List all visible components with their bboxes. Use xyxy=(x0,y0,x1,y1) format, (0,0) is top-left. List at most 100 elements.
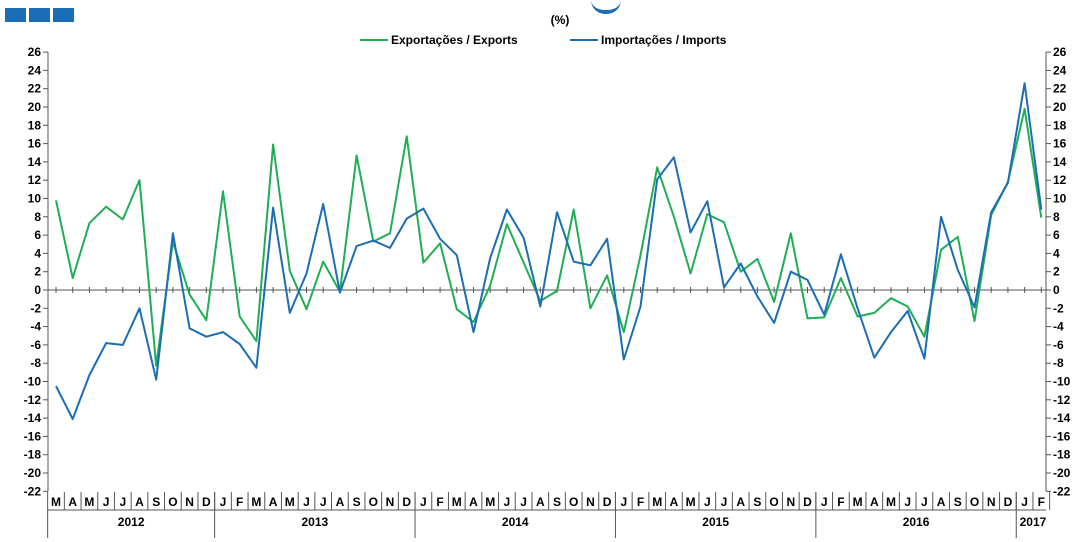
month-label: J xyxy=(1021,495,1028,509)
y-tick-label-right: -22 xyxy=(1053,484,1071,498)
y-tick-label-right: -10 xyxy=(1053,375,1071,389)
month-label: A xyxy=(135,495,144,509)
month-label: J xyxy=(921,495,928,509)
month-label: J xyxy=(704,495,711,509)
month-label: D xyxy=(402,495,411,509)
month-label: J xyxy=(303,495,310,509)
legend-label-imports: Importações / Imports xyxy=(601,33,727,47)
y-tick-label-right: 4 xyxy=(1053,246,1060,260)
month-label: J xyxy=(821,495,828,509)
y-tick-label-left: 4 xyxy=(34,246,41,260)
month-label: S xyxy=(753,495,761,509)
y-tick-label-left: -6 xyxy=(30,338,41,352)
y-tick-label-right: -6 xyxy=(1053,338,1064,352)
month-label: D xyxy=(603,495,612,509)
y-tick-label-left: 24 xyxy=(28,63,42,77)
month-label: F xyxy=(236,495,243,509)
brand-block xyxy=(5,8,26,22)
month-label: D xyxy=(202,495,211,509)
month-label: N xyxy=(386,495,395,509)
y-tick-label-left: -4 xyxy=(30,320,41,334)
month-label: M xyxy=(853,495,863,509)
month-label: M xyxy=(51,495,61,509)
month-label: M xyxy=(686,495,696,509)
y-tick-label-right: -20 xyxy=(1053,466,1071,480)
month-label: A xyxy=(269,495,278,509)
month-label: J xyxy=(220,495,227,509)
y-tick-label-right: -14 xyxy=(1053,411,1071,425)
y-tick-label-right: -18 xyxy=(1053,448,1071,462)
year-label: 2014 xyxy=(502,515,529,529)
month-label: J xyxy=(520,495,527,509)
month-label: N xyxy=(987,495,996,509)
month-label: A xyxy=(469,495,478,509)
y-tick-label-left: -14 xyxy=(24,411,42,425)
month-label: J xyxy=(420,495,427,509)
y-tick-label-right: 8 xyxy=(1053,210,1060,224)
y-tick-label-left: -16 xyxy=(24,429,42,443)
y-tick-label-left: 20 xyxy=(28,100,42,114)
y-tick-label-left: 0 xyxy=(34,283,41,297)
month-label: S xyxy=(553,495,561,509)
year-label: 2013 xyxy=(301,515,328,529)
month-label: F xyxy=(637,495,644,509)
month-label: A xyxy=(68,495,77,509)
month-label: O xyxy=(168,495,177,509)
month-label: M xyxy=(285,495,295,509)
chart-legend: Exportações / Exports Importações / Impor… xyxy=(360,33,727,47)
month-label: A xyxy=(336,495,345,509)
year-label: 2017 xyxy=(1020,515,1047,529)
month-label: J xyxy=(504,495,511,509)
month-label: O xyxy=(970,495,979,509)
y-tick-label-left: -10 xyxy=(24,375,42,389)
brand-block xyxy=(53,8,74,22)
y-tick-label-left: -2 xyxy=(30,301,41,315)
y-tick-label-left: 12 xyxy=(28,173,42,187)
month-label: A xyxy=(937,495,946,509)
y-tick-label-right: 18 xyxy=(1053,118,1067,132)
month-label: F xyxy=(1038,495,1045,509)
y-tick-label-left: 22 xyxy=(28,82,42,96)
title-fragment-decoration xyxy=(591,0,621,14)
y-tick-label-left: 14 xyxy=(28,155,42,169)
month-label: M xyxy=(886,495,896,509)
month-label: M xyxy=(84,495,94,509)
month-label: O xyxy=(769,495,778,509)
month-label: D xyxy=(803,495,812,509)
month-label: N xyxy=(586,495,595,509)
y-tick-label-right: 22 xyxy=(1053,82,1067,96)
y-tick-label-right: 24 xyxy=(1053,63,1067,77)
brand-block xyxy=(29,8,50,22)
month-label: J xyxy=(904,495,911,509)
month-label: M xyxy=(251,495,261,509)
month-label: S xyxy=(954,495,962,509)
chart-series xyxy=(55,82,1043,420)
y-tick-label-right: 2 xyxy=(1053,265,1060,279)
y-tick-label-left: -12 xyxy=(24,393,42,407)
month-label: D xyxy=(1004,495,1013,509)
y-tick-label-right: -4 xyxy=(1053,320,1064,334)
y-tick-label-left: 8 xyxy=(34,210,41,224)
month-label: N xyxy=(786,495,795,509)
y-tick-label-left: -18 xyxy=(24,448,42,462)
month-label: J xyxy=(721,495,728,509)
month-label: M xyxy=(652,495,662,509)
month-label: S xyxy=(353,495,361,509)
month-label: F xyxy=(837,495,844,509)
year-label: 2015 xyxy=(702,515,729,529)
month-label: S xyxy=(152,495,160,509)
legend-label-exports: Exportações / Exports xyxy=(391,33,518,47)
y-tick-label-right: 20 xyxy=(1053,100,1067,114)
month-label: N xyxy=(185,495,194,509)
unit-label: (%) xyxy=(551,13,570,27)
y-tick-label-left: 10 xyxy=(28,192,42,206)
y-tick-label-right: 0 xyxy=(1053,283,1060,297)
y-tick-label-left: 16 xyxy=(28,137,42,151)
month-label: A xyxy=(736,495,745,509)
month-label: J xyxy=(620,495,627,509)
imports-series-line xyxy=(55,82,1043,420)
y-tick-label-left: -20 xyxy=(24,466,42,480)
